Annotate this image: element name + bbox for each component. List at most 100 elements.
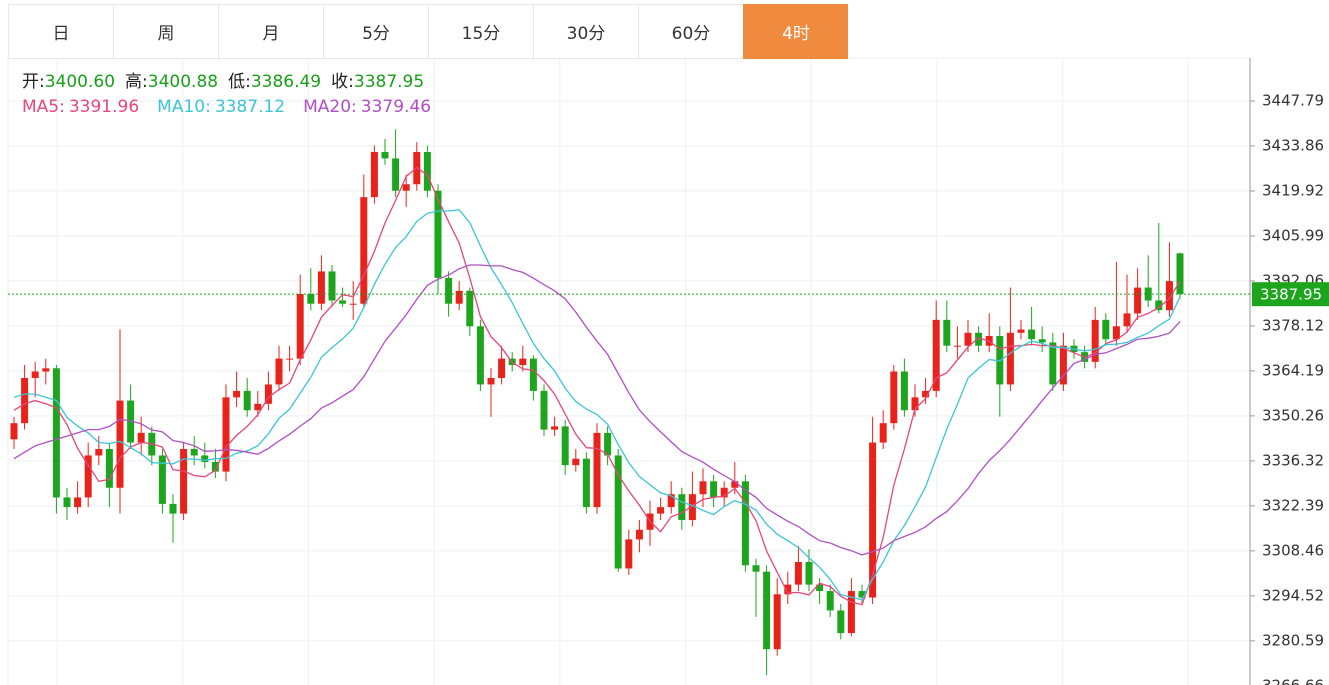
candle-body [1165,281,1173,311]
candle-body [529,358,537,391]
candle-body [466,290,474,327]
y-tick-label: 3447.79 [1262,91,1324,109]
tab[interactable]: 4时 [743,4,848,59]
candle-body [296,294,304,359]
candle-body [752,565,760,572]
candle-body [201,455,209,462]
candle-body [360,197,368,304]
candle-body [116,400,124,488]
candle-body [286,358,294,360]
tab[interactable]: 60分 [638,4,743,59]
candle-body [657,507,665,514]
candle-body [911,397,919,411]
candle-body [63,497,71,508]
tab[interactable]: 30分 [533,4,638,59]
tab[interactable]: 5分 [323,4,428,59]
ma-line [13,264,1181,556]
y-tick-label: 3322.39 [1262,496,1324,514]
candle-body [572,458,580,466]
candle-body [710,481,718,498]
candle-body [1028,329,1036,340]
candle-body [275,358,283,385]
candle-body [858,591,866,598]
candle-body [21,377,29,424]
y-tick-label: 3364.19 [1262,361,1324,379]
candle-body [678,494,686,521]
candle-body [1155,300,1163,311]
tab[interactable]: 月 [218,4,323,59]
candle-body [158,455,166,504]
candle-body [52,368,60,498]
candle-body [1038,339,1046,343]
candle-body [392,158,400,191]
candle-body [763,571,771,650]
tab[interactable]: 日 [8,4,113,59]
candle-body [519,358,527,366]
candle-body [784,584,792,595]
candle-body [593,432,601,508]
candle-body [1091,319,1099,362]
candle-body [10,423,18,440]
candle-body [1176,253,1184,295]
y-tick-label: 3336.32 [1262,451,1324,469]
y-tick-label: 3419.92 [1262,181,1324,199]
candle-body [349,303,357,305]
candle-body [264,384,272,404]
candle-body [1006,332,1014,385]
tab[interactable]: 周 [113,4,218,59]
candle-body [869,442,877,598]
candle-body [1059,345,1067,385]
candle-body [932,319,940,391]
candle-body [879,423,887,443]
candle-body [137,432,145,443]
y-tick-label: 3378.12 [1262,316,1324,334]
candle-body [551,426,559,430]
candle-body [816,584,824,592]
candle-body [1123,313,1131,327]
candle-body [455,290,463,304]
candle-body [699,481,707,495]
candle-body [975,332,983,346]
y-tick-label: 3405.99 [1262,226,1324,244]
candle-body [498,358,506,378]
ma-line [13,209,1181,601]
candle-body [254,403,262,411]
candle-body [614,455,622,569]
candle-body [74,497,82,508]
y-tick-label: 3433.86 [1262,136,1324,154]
candle-body [328,271,336,301]
candle-body [180,449,188,514]
candle-body [445,277,453,304]
candle-body [582,458,590,508]
candle-body [222,397,230,472]
candle-body [339,300,347,304]
candle-body [381,151,389,159]
candle-body [105,449,113,488]
candle-body [476,326,484,385]
candle-body [243,390,251,411]
candle-body [307,294,315,304]
candle-body [211,461,219,472]
candle-body [233,390,241,398]
candle-body [794,562,802,585]
candle-body [731,481,739,488]
candle-body [688,494,696,521]
candle-body [837,610,845,634]
candle-body [943,319,951,346]
candle-body [720,487,728,498]
candle-body [847,591,855,634]
candle-body [540,390,548,430]
y-tick-label: 3266.66 [1262,676,1324,685]
y-tick-label: 3350.26 [1262,406,1324,424]
candle-body [635,529,643,540]
y-tick-label: 3294.52 [1262,586,1324,604]
candle-body [487,377,495,385]
y-tick-label: 3308.46 [1262,541,1324,559]
candle-body [42,368,50,372]
candle-body [84,455,92,498]
candle-body [953,345,961,347]
last-price-tag [1252,282,1329,307]
candle-body [604,432,612,456]
tab[interactable]: 15分 [428,4,533,59]
